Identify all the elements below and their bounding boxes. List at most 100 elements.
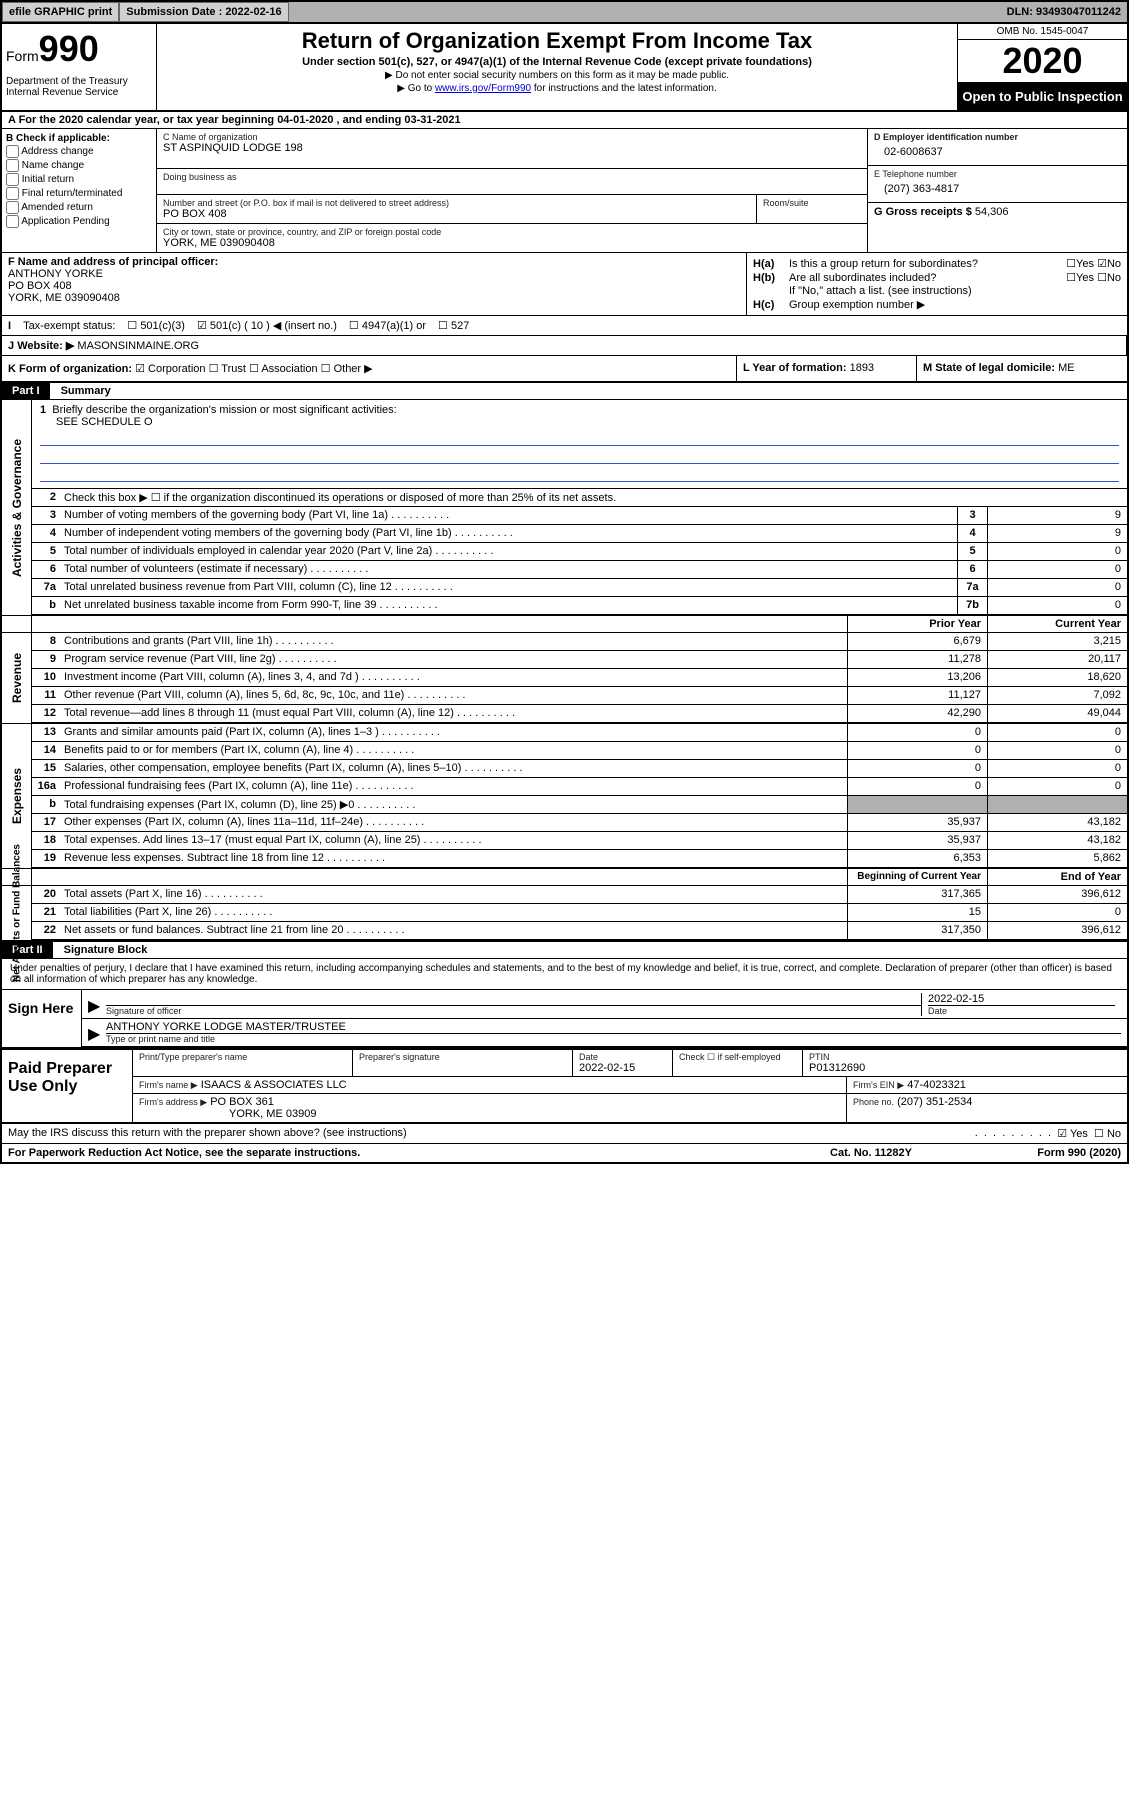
- discuss-dots: . . . . . . . . .: [975, 1127, 1058, 1140]
- i-501c[interactable]: ☑ 501(c) ( 10 ) ◀ (insert no.): [197, 319, 337, 332]
- street-box: Number and street (or P.O. box if mail i…: [157, 195, 757, 224]
- mission-box: 1 Briefly describe the organization's mi…: [32, 400, 1127, 488]
- k-state: M State of legal domicile: ME: [917, 356, 1127, 381]
- prior: 11,278: [847, 651, 987, 668]
- mission-line1: [40, 430, 1119, 446]
- box: 6: [957, 561, 987, 578]
- i-527[interactable]: ☐ 527: [438, 319, 469, 332]
- chk-pending[interactable]: Application Pending: [6, 215, 152, 228]
- form-subtitle: Under section 501(c), 527, or 4947(a)(1)…: [161, 56, 953, 68]
- desc: Total fundraising expenses (Part IX, col…: [60, 796, 847, 813]
- header-right: OMB No. 1545-0047 2020 Open to Public In…: [957, 24, 1127, 110]
- room-box: Room/suite: [757, 195, 867, 224]
- line-21: 21 Total liabilities (Part X, line 26) 1…: [32, 904, 1127, 922]
- hb-text: Are all subordinates included?: [789, 272, 1066, 284]
- tel-value: (207) 363-4817: [874, 179, 1121, 199]
- current: 20,117: [987, 651, 1127, 668]
- form-num: 990: [39, 28, 99, 69]
- ag-line-3: 3 Number of voting members of the govern…: [32, 507, 1127, 525]
- section-fh: F Name and address of principal officer:…: [2, 253, 1127, 316]
- ag-content: 1 Briefly describe the organization's mi…: [32, 400, 1127, 615]
- discuss-yes[interactable]: ☑ Yes: [1057, 1127, 1088, 1140]
- efile-print-button[interactable]: efile GRAPHIC print: [2, 2, 119, 22]
- ha-yes[interactable]: ☐Yes: [1066, 257, 1094, 270]
- prior: 6,679: [847, 633, 987, 650]
- submission-date: Submission Date : 2022-02-16: [119, 2, 288, 22]
- col-prior: Prior Year: [847, 616, 987, 632]
- ag-line-7b: b Net unrelated business taxable income …: [32, 597, 1127, 615]
- prior: 0: [847, 760, 987, 777]
- chk-amended[interactable]: Amended return: [6, 201, 152, 214]
- line-18: 18 Total expenses. Add lines 13–17 (must…: [32, 832, 1127, 850]
- address-row: Number and street (or P.O. box if mail i…: [157, 195, 867, 224]
- f-label: F Name and address of principal officer:: [8, 256, 740, 268]
- i-text: Tax-exempt status:: [23, 320, 115, 332]
- discuss-no[interactable]: ☐ No: [1094, 1127, 1121, 1140]
- pra-notice: For Paperwork Reduction Act Notice, see …: [8, 1147, 771, 1159]
- sign-here-label: Sign Here: [2, 990, 82, 1047]
- num: 22: [32, 922, 60, 939]
- firm-name-cell: Firm's name ▶ ISAACS & ASSOCIATES LLC: [133, 1077, 847, 1093]
- val: 0: [987, 561, 1127, 578]
- sig-arrow-icon: ▶: [88, 996, 106, 1016]
- revenue-section: Revenue 8 Contributions and grants (Part…: [2, 633, 1127, 723]
- sign-here-section: Sign Here ▶ Signature of officer 2022-02…: [2, 990, 1127, 1048]
- line2: 2 Check this box ▶ ☐ if the organization…: [32, 488, 1127, 507]
- k-trust[interactable]: ☐ Trust: [209, 363, 246, 375]
- dy-txt: Yes: [1070, 1128, 1088, 1140]
- hb-label: H(b): [753, 272, 789, 284]
- line-9: 9 Program service revenue (Part VIII, li…: [32, 651, 1127, 669]
- ein-box: D Employer identification number 02-6008…: [868, 129, 1127, 165]
- chk-initial-return[interactable]: Initial return: [6, 173, 152, 186]
- line-15: 15 Salaries, other compensation, employe…: [32, 760, 1127, 778]
- prior: 0: [847, 742, 987, 759]
- street-label: Number and street (or P.O. box if mail i…: [163, 198, 750, 208]
- exp-content: 13 Grants and similar amounts paid (Part…: [32, 724, 1127, 868]
- na-header-row: Beginning of Current Year End of Year: [2, 868, 1127, 886]
- current: [987, 796, 1127, 813]
- k-other[interactable]: ☐ Other ▶: [321, 363, 373, 375]
- prior: 0: [847, 724, 987, 741]
- opt-2: Initial return: [22, 174, 74, 185]
- current: 3,215: [987, 633, 1127, 650]
- na-content: 20 Total assets (Part X, line 16) 317,36…: [32, 886, 1127, 940]
- chk-final-return[interactable]: Final return/terminated: [6, 187, 152, 200]
- i-501c3[interactable]: ☐ 501(c)(3): [127, 319, 185, 332]
- ha-no[interactable]: ☑No: [1097, 257, 1121, 270]
- b-label: B Check if applicable:: [6, 133, 152, 144]
- hc-row: H(c) Group exemption number ▶: [753, 298, 1121, 311]
- chk-name-change[interactable]: Name change: [6, 159, 152, 172]
- prior: 35,937: [847, 814, 987, 831]
- num: 15: [32, 760, 60, 777]
- val: 9: [987, 507, 1127, 524]
- k-assoc[interactable]: ☐ Association: [249, 363, 318, 375]
- desc: Salaries, other compensation, employee b…: [60, 760, 847, 777]
- i-label: I: [8, 320, 11, 332]
- officer-addr2: YORK, ME 039090408: [8, 292, 740, 304]
- hdr-spacer: [32, 616, 60, 632]
- val: 0: [987, 597, 1127, 614]
- instructions-link[interactable]: www.irs.gov/Form990: [435, 83, 531, 94]
- hb-no[interactable]: ☐No: [1097, 271, 1121, 284]
- year-header-row: Prior Year Current Year: [2, 615, 1127, 633]
- col-d: D Employer identification number 02-6008…: [867, 129, 1127, 252]
- num: 8: [32, 633, 60, 650]
- k-o4: Other ▶: [334, 363, 373, 375]
- i-4947[interactable]: ☐ 4947(a)(1) or: [349, 319, 426, 332]
- name-title-value: ANTHONY YORKE LODGE MASTER/TRUSTEE: [106, 1021, 1121, 1034]
- current: 0: [987, 724, 1127, 741]
- num: 7a: [32, 579, 60, 596]
- name-title-row: ▶ ANTHONY YORKE LODGE MASTER/TRUSTEE Typ…: [82, 1019, 1127, 1047]
- omb-number: OMB No. 1545-0047: [958, 24, 1127, 40]
- hb-yes[interactable]: ☐Yes: [1066, 271, 1094, 284]
- ein-label: D Employer identification number: [874, 132, 1121, 142]
- val: 0: [987, 543, 1127, 560]
- prep-check-cell[interactable]: Check ☐ if self-employed: [673, 1050, 803, 1076]
- chk-address-change[interactable]: Address change: [6, 145, 152, 158]
- num: 14: [32, 742, 60, 759]
- desc: Number of voting members of the governin…: [60, 507, 957, 524]
- final-footer: For Paperwork Reduction Act Notice, see …: [2, 1144, 1127, 1162]
- l2-num: 2: [32, 489, 60, 506]
- k-corp[interactable]: ☑ Corporation: [135, 363, 205, 375]
- prep-check-lbl: Check ☐ if self-employed: [679, 1052, 796, 1063]
